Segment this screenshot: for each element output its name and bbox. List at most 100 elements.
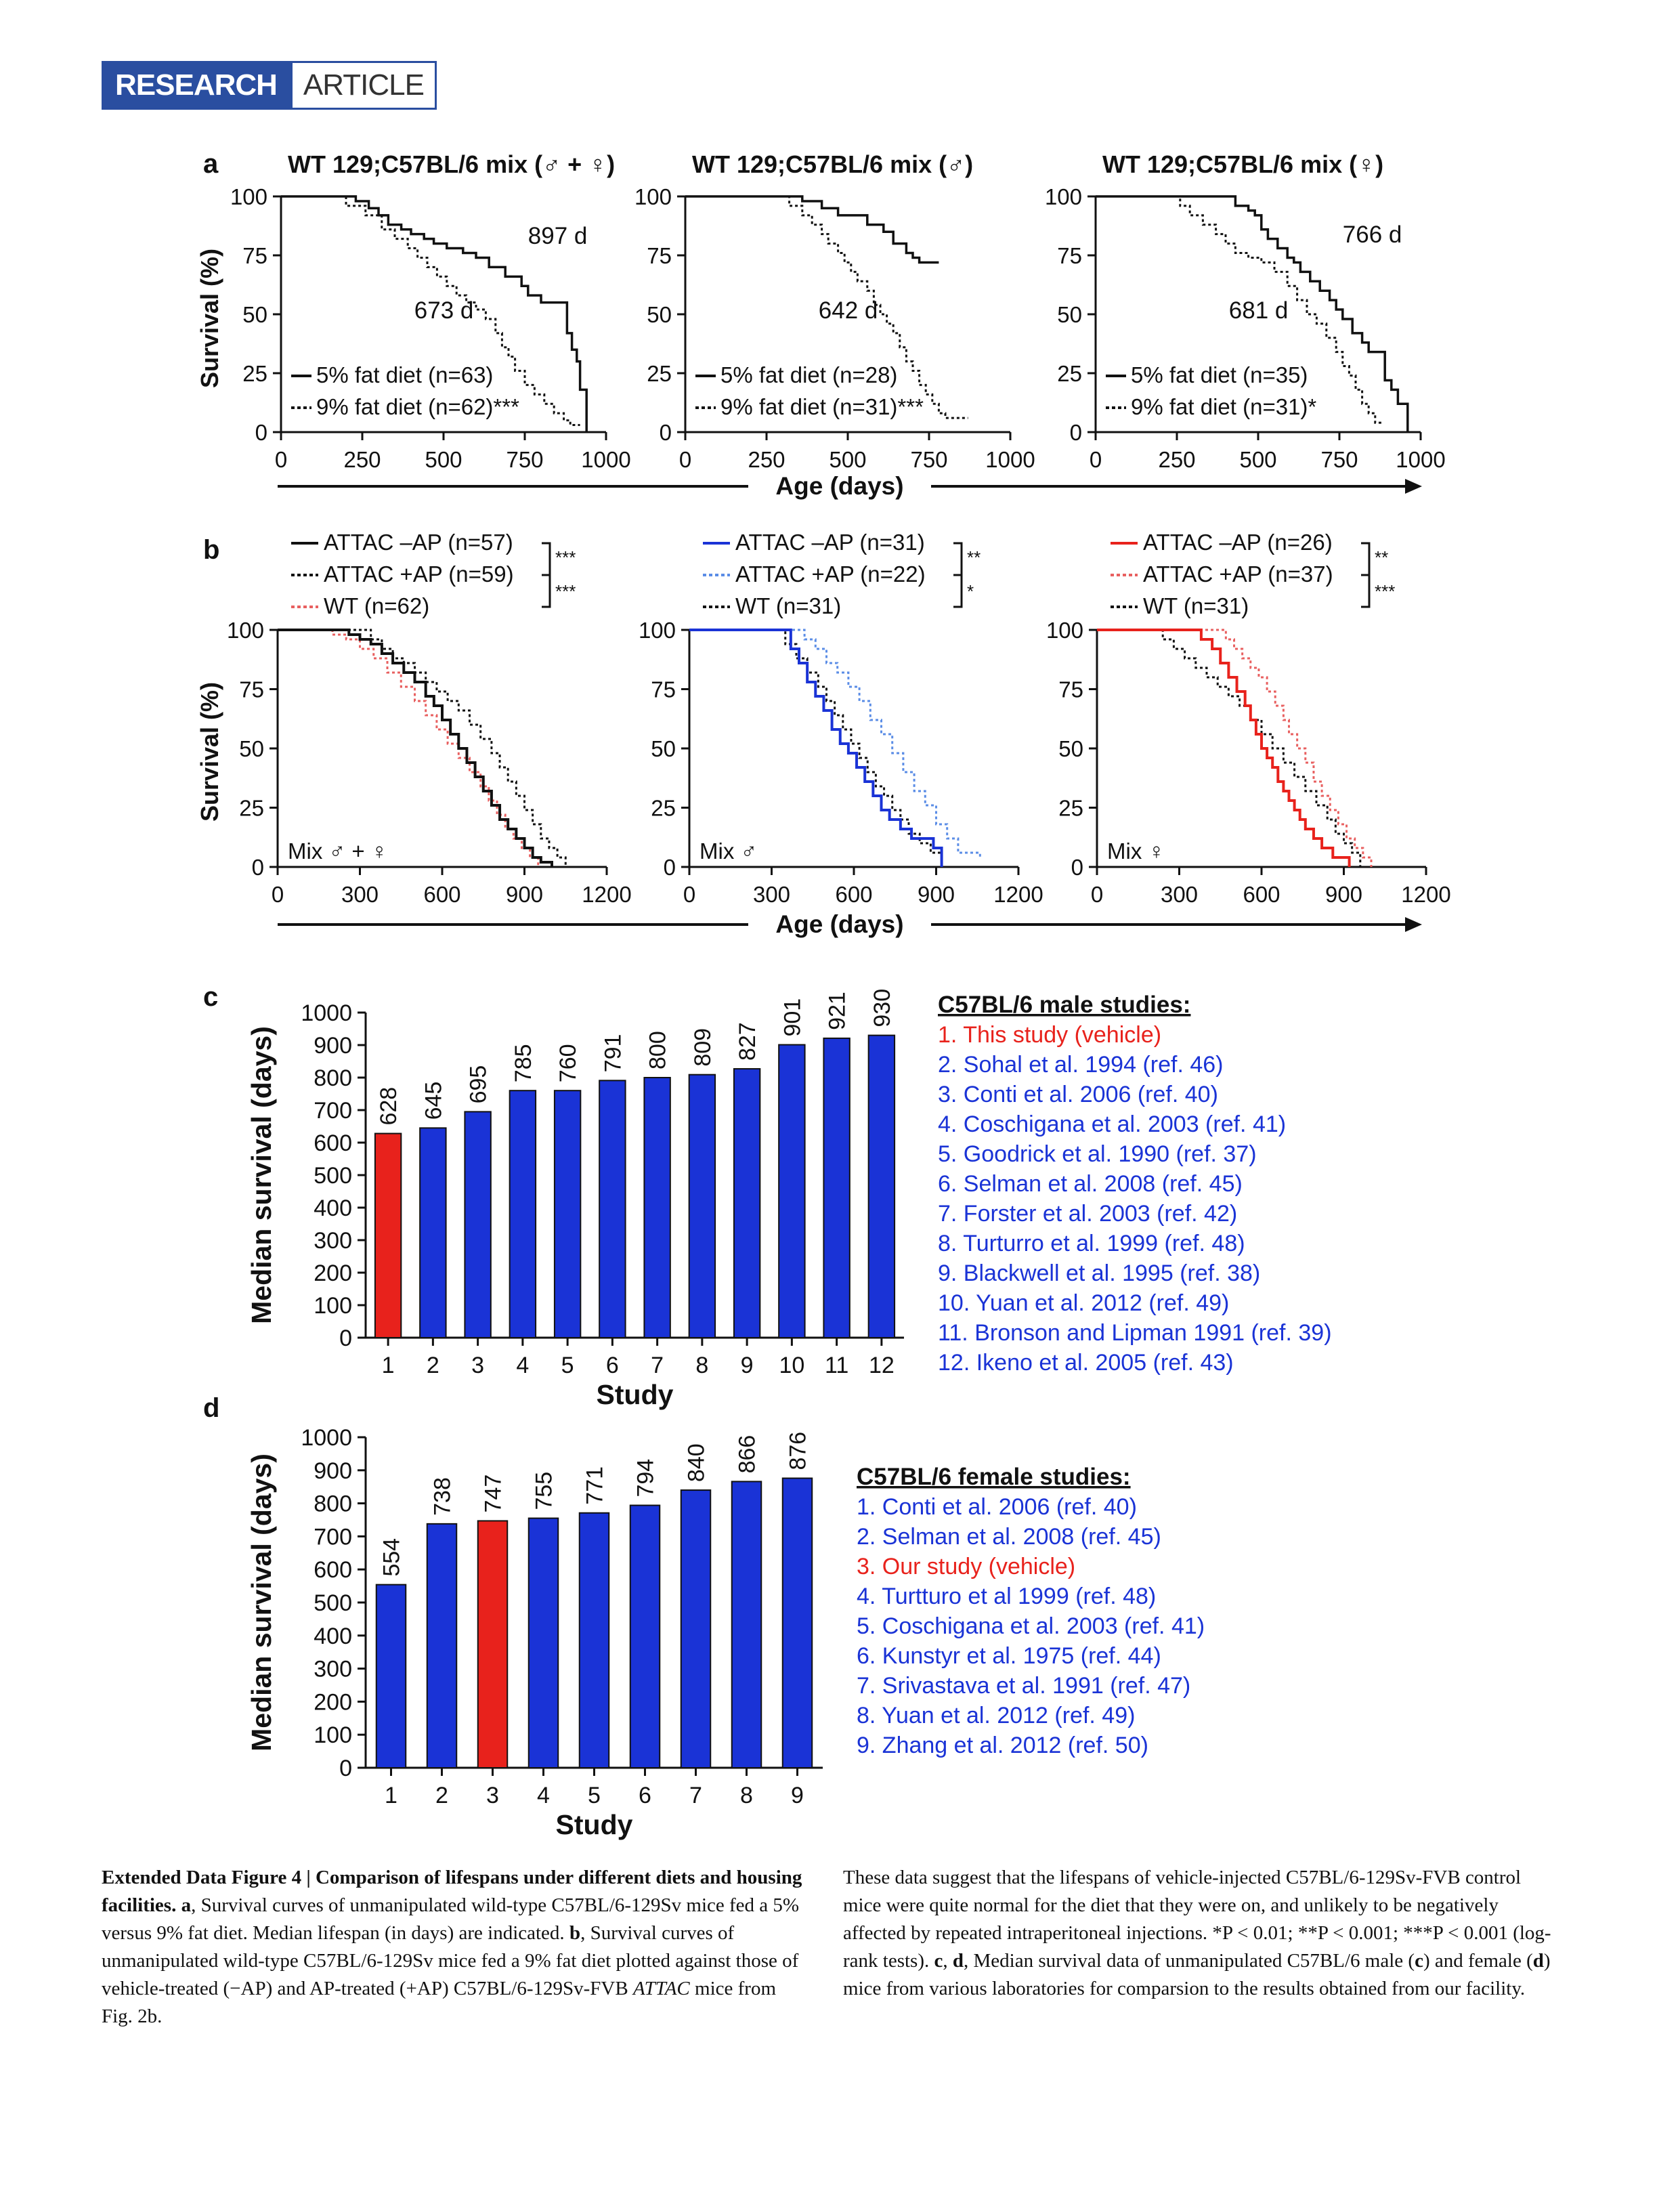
panel-c-y-tick-label: 200 [314, 1260, 352, 1286]
panel-b-chart-2-x-tick-label: 1200 [993, 882, 1043, 907]
panel-a-chart-1-curve-9pct [281, 195, 580, 427]
panel-d-study-8: 8. Yuan et al. 2012 (ref. 49) [857, 1703, 1135, 1728]
panel-b-chart-3-x-tick-label: 300 [1161, 882, 1198, 907]
panel-c-ylabel: Median survival (days) [246, 1026, 277, 1324]
caption-right-text4: ) mice from various laboratories for com… [843, 1950, 1551, 1999]
panel-d-study-1: 1. Conti et al. 2006 (ref. 40) [857, 1494, 1137, 1520]
panel-b-chart-2-x-tick-label: 900 [918, 882, 955, 907]
panel-d-value-label: 866 [735, 1435, 760, 1474]
panel-a-chart-3-x-tick-label: 750 [1320, 447, 1358, 472]
panel-a-chart-1-curve-5pct [281, 195, 588, 432]
caption-b-tail: mice from Fig. 2b. [102, 1978, 777, 2027]
panel-b-chart-3-x-tick-label: 600 [1243, 882, 1280, 907]
panel-d-y-tick-label: 200 [314, 1689, 352, 1715]
panel-a-chart-3-legend-dotted: 9% fat diet (n=31)* [1131, 394, 1316, 419]
panel-d-bar [527, 1517, 559, 1769]
panel-b-chart-3-x-tick-label: 1200 [1401, 882, 1450, 907]
panel-b-chart-1-bracket-2 [542, 574, 551, 608]
panel-a-chart-1-x-tick-label: 750 [506, 447, 543, 472]
panel-b-chart-2-bracket-2 [953, 574, 963, 608]
panel-b-chart-3-legend-2: ATTAC +AP (n=37) [1143, 561, 1333, 587]
panel-d-y-tick-label: 700 [314, 1524, 352, 1550]
caption-c-label: c [934, 1950, 943, 1972]
panel-b-chart-1-curve-2 [278, 629, 567, 867]
panel-d-study-7: 7. Srivastava et al. 1991 (ref. 47) [857, 1673, 1190, 1699]
panel-c-x-tick-label: 5 [561, 1353, 574, 1378]
panel-a-chart-3-y-tick-label: 50 [1057, 302, 1082, 327]
panel-b-chart-1-y-tick-label: 25 [239, 796, 264, 821]
panel-b-chart-2-curve-3 [689, 629, 942, 854]
panel-b-chart-1-legend-2: ATTAC +AP (n=59) [324, 561, 514, 587]
panel-c-study-2: 2. Sohal et al. 1994 (ref. 46) [938, 1052, 1223, 1078]
panel-a-chart-3-y-tick-label: 75 [1057, 243, 1082, 268]
panel-a-chart-2-y-tick-label: 100 [634, 184, 672, 209]
panel-b-chart-1-x-tick-label: 900 [506, 882, 543, 907]
panel-a-chart-3-title: WT 129;C57BL/6 mix (♀) [1102, 150, 1383, 178]
panel-d-x-tick-label: 7 [689, 1783, 702, 1808]
panel-c-x-tick-label: 2 [427, 1353, 439, 1378]
caption-right: These data suggest that the lifespans of… [843, 1864, 1554, 2003]
panel-d-y-tick-label: 900 [314, 1458, 352, 1484]
panel-b-chart-2-x-tick-label: 600 [835, 882, 872, 907]
panel-b-arrow-head [1405, 917, 1422, 932]
panel-a-chart-2-x-tick-label: 0 [679, 447, 691, 472]
panel-a-chart-3-y-tick-label: 25 [1057, 361, 1082, 386]
panel-a-chart-2-median-dotted: 642 d [819, 297, 878, 324]
caption-b-text: , Survival curves of unmanipulated wild-… [102, 1922, 799, 1999]
panel-c-xlabel: Study [597, 1379, 674, 1410]
panel-d-value-label: 771 [582, 1466, 608, 1505]
panel-b-chart-1-curve-3 [278, 629, 540, 867]
panel-c-y-tick-label: 400 [314, 1195, 352, 1221]
panel-d-bar [375, 1584, 407, 1768]
panel-d-study-4: 4. Turtturo et al 1999 (ref. 48) [857, 1584, 1156, 1609]
panel-b-chart-1-y-tick-label: 50 [239, 736, 264, 761]
caption-attac: ATTAC [632, 1978, 690, 1999]
panel-c-x-tick-label: 3 [471, 1353, 484, 1378]
panel-c-study-11: 11. Bronson and Lipman 1991 (ref. 39) [938, 1320, 1332, 1346]
panel-c-x-tick-label: 4 [516, 1353, 529, 1378]
panel-c-value-label: 901 [779, 998, 805, 1037]
caption-right-text3: ) and female ( [1423, 1950, 1533, 1972]
panel-c-value-label: 827 [735, 1022, 760, 1061]
panel-d-bar [680, 1489, 712, 1769]
panel-c-study-3: 3. Conti et al. 2006 (ref. 40) [938, 1082, 1218, 1107]
panel-d-value-label: 840 [684, 1443, 710, 1482]
panel-c-bar [464, 1111, 492, 1339]
panel-d-y-tick-label: 1000 [301, 1425, 352, 1451]
panel-d-legend-title: C57BL/6 female studies: [857, 1464, 1131, 1490]
panel-c-bar [867, 1034, 896, 1338]
caption-right-text2: , Median survival data of unmanipulated … [964, 1950, 1415, 1972]
panel-c-bar [688, 1074, 716, 1339]
research-label: RESEARCH [102, 61, 290, 110]
panel-c-bar [599, 1080, 626, 1338]
panel-b-chart-1-x-tick-label: 1200 [582, 882, 631, 907]
panel-b-chart-3-sig-2: *** [1375, 581, 1395, 601]
panel-a-chart-1-y-tick-label: 50 [242, 302, 267, 327]
panel-c-letter: c [203, 982, 218, 1012]
panel-d-study-6: 6. Kunstyr et al. 1975 (ref. 44) [857, 1643, 1161, 1669]
panel-d-xlabel: Study [556, 1809, 633, 1840]
panel-a-chart-1-y-tick-label: 75 [242, 243, 267, 268]
panel-d-x-tick-label: 8 [740, 1783, 753, 1808]
panel-d-y-tick-label: 500 [314, 1590, 352, 1616]
panel-d-value-label: 876 [785, 1432, 811, 1470]
panel-b-chart-2-y-tick-label: 75 [651, 677, 676, 702]
panel-c-value-label: 645 [421, 1082, 446, 1120]
panel-a-chart-2-x-tick-label: 250 [748, 447, 785, 472]
panel-d-y-tick-label: 300 [314, 1657, 352, 1682]
panel-b-chart-2-sig-1: ** [967, 547, 981, 568]
panel-d-bar [477, 1520, 509, 1769]
panel-b-chart-1-y-tick-label: 100 [227, 618, 264, 643]
panel-d-y-tick-label: 600 [314, 1557, 352, 1583]
panel-c-y-tick-label: 300 [314, 1228, 352, 1254]
panel-a-chart-3-x-tick-label: 1000 [1396, 447, 1445, 472]
panel-b-chart-2-y-tick-label: 100 [639, 618, 676, 643]
panel-c-y-tick-label: 800 [314, 1065, 352, 1091]
panel-c-value-label: 695 [466, 1065, 492, 1104]
panel-b-chart-2-curve-2 [689, 629, 981, 857]
panel-a-letter: a [203, 149, 219, 179]
panel-a-chart-1-title: WT 129;C57BL/6 mix (♂ + ♀) [288, 150, 615, 178]
panel-b-chart-3-curve-2 [1097, 629, 1373, 867]
panel-c-study-1: 1. This study (vehicle) [938, 1022, 1161, 1048]
panel-d-x-tick-label: 3 [486, 1783, 499, 1808]
